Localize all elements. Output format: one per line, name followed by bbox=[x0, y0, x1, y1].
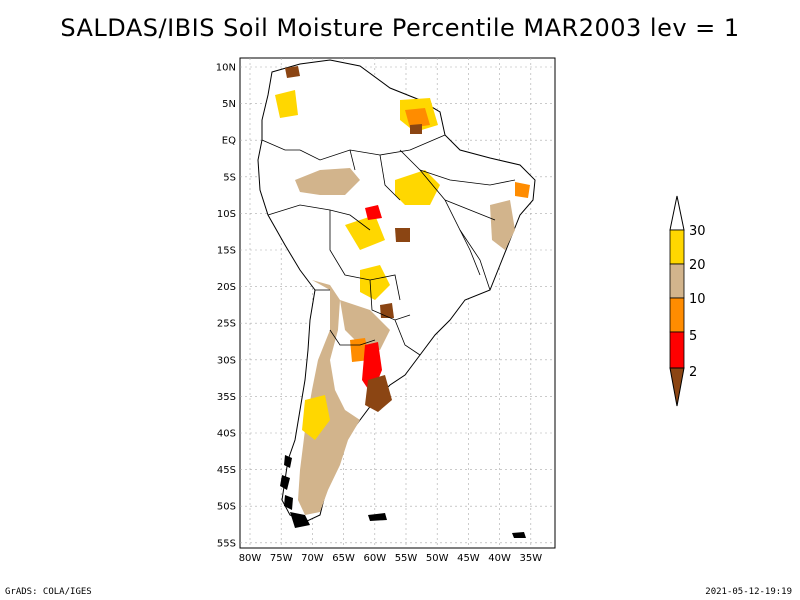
longitude-axis: 80W 75W 70W 65W 60W 55W 50W 45W 40W 35W bbox=[239, 553, 543, 564]
lat-tick-label: 20S bbox=[217, 282, 236, 293]
lon-tick-label: 35W bbox=[519, 553, 542, 564]
lat-tick-label: 10S bbox=[217, 209, 236, 220]
lat-tick-label: EQ bbox=[222, 136, 236, 147]
lat-tick-label: 30S bbox=[217, 355, 236, 366]
colorbar-label-10: 10 bbox=[689, 292, 706, 307]
map-title: SALDAS/IBIS Soil Moisture Percentile MAR… bbox=[60, 14, 740, 42]
region-orange-1 bbox=[405, 108, 430, 128]
region-brown-3 bbox=[285, 66, 300, 78]
colorbar-label-2: 2 bbox=[689, 365, 697, 380]
lon-tick-label: 40W bbox=[488, 553, 511, 564]
colorbar-bin-5-10 bbox=[669, 297, 685, 333]
colorbar-label-20: 20 bbox=[689, 258, 706, 273]
region-brown-1 bbox=[365, 375, 392, 412]
lat-tick-label: 25S bbox=[217, 319, 236, 330]
lon-tick-label: 70W bbox=[301, 553, 324, 564]
region-brown-2 bbox=[395, 228, 410, 242]
region-yellow-2 bbox=[302, 395, 330, 440]
region-tan-andes bbox=[298, 280, 360, 515]
lon-tick-label: 60W bbox=[363, 553, 386, 564]
lat-tick-label: 45S bbox=[217, 465, 236, 476]
colorbar-label-30: 30 bbox=[689, 224, 706, 239]
soil-moisture-field bbox=[257, 59, 536, 523]
region-yellow-1 bbox=[395, 170, 440, 205]
lon-tick-label: 50W bbox=[426, 553, 449, 564]
region-tan-south bbox=[340, 300, 390, 350]
region-orange-3 bbox=[515, 182, 530, 198]
region-yellow-5 bbox=[345, 215, 385, 250]
region-brown-5 bbox=[380, 303, 394, 318]
lat-tick-label: 40S bbox=[217, 429, 236, 440]
lat-tick-label: 15S bbox=[217, 246, 236, 257]
colorbar-label-5: 5 bbox=[689, 329, 697, 344]
lat-tick-label: 5N bbox=[222, 99, 236, 110]
region-yellow-3 bbox=[360, 265, 390, 300]
colorbar-top-arrow bbox=[669, 195, 685, 231]
colorbar-bottom-arrow bbox=[669, 367, 685, 407]
footer-timestamp: 2021-05-12-19:19 bbox=[705, 587, 792, 597]
lat-tick-label: 5S bbox=[223, 172, 236, 183]
country-borders bbox=[261, 134, 516, 356]
colorbar-bin-2-5 bbox=[669, 331, 685, 369]
lon-tick-label: 45W bbox=[457, 553, 480, 564]
lat-tick-label: 35S bbox=[217, 392, 236, 403]
colorbar-bin-10-20 bbox=[669, 263, 685, 299]
lon-tick-label: 55W bbox=[395, 553, 418, 564]
colorbar-bin-20-30 bbox=[669, 229, 685, 265]
region-brown-4 bbox=[410, 124, 422, 134]
region-red-2 bbox=[365, 205, 382, 220]
latitude-axis: 10N 5N EQ 5S 10S 15S 20S 25S 30S 35S 40S 45S 50S 55S bbox=[216, 63, 236, 550]
lon-tick-label: 75W bbox=[270, 553, 293, 564]
region-yellow-6 bbox=[275, 90, 298, 118]
southern-islands bbox=[280, 455, 526, 538]
lat-tick-label: 50S bbox=[217, 502, 236, 513]
region-tan-north bbox=[295, 168, 360, 195]
footer-credit: GrADS: COLA/IGES bbox=[5, 587, 92, 597]
lon-tick-label: 80W bbox=[239, 553, 262, 564]
lon-tick-label: 65W bbox=[332, 553, 355, 564]
lat-tick-label: 10N bbox=[216, 63, 236, 74]
region-tan-ne bbox=[490, 200, 515, 250]
lat-tick-label: 55S bbox=[217, 538, 236, 549]
colorbar: 30 20 10 5 2 bbox=[669, 195, 706, 407]
